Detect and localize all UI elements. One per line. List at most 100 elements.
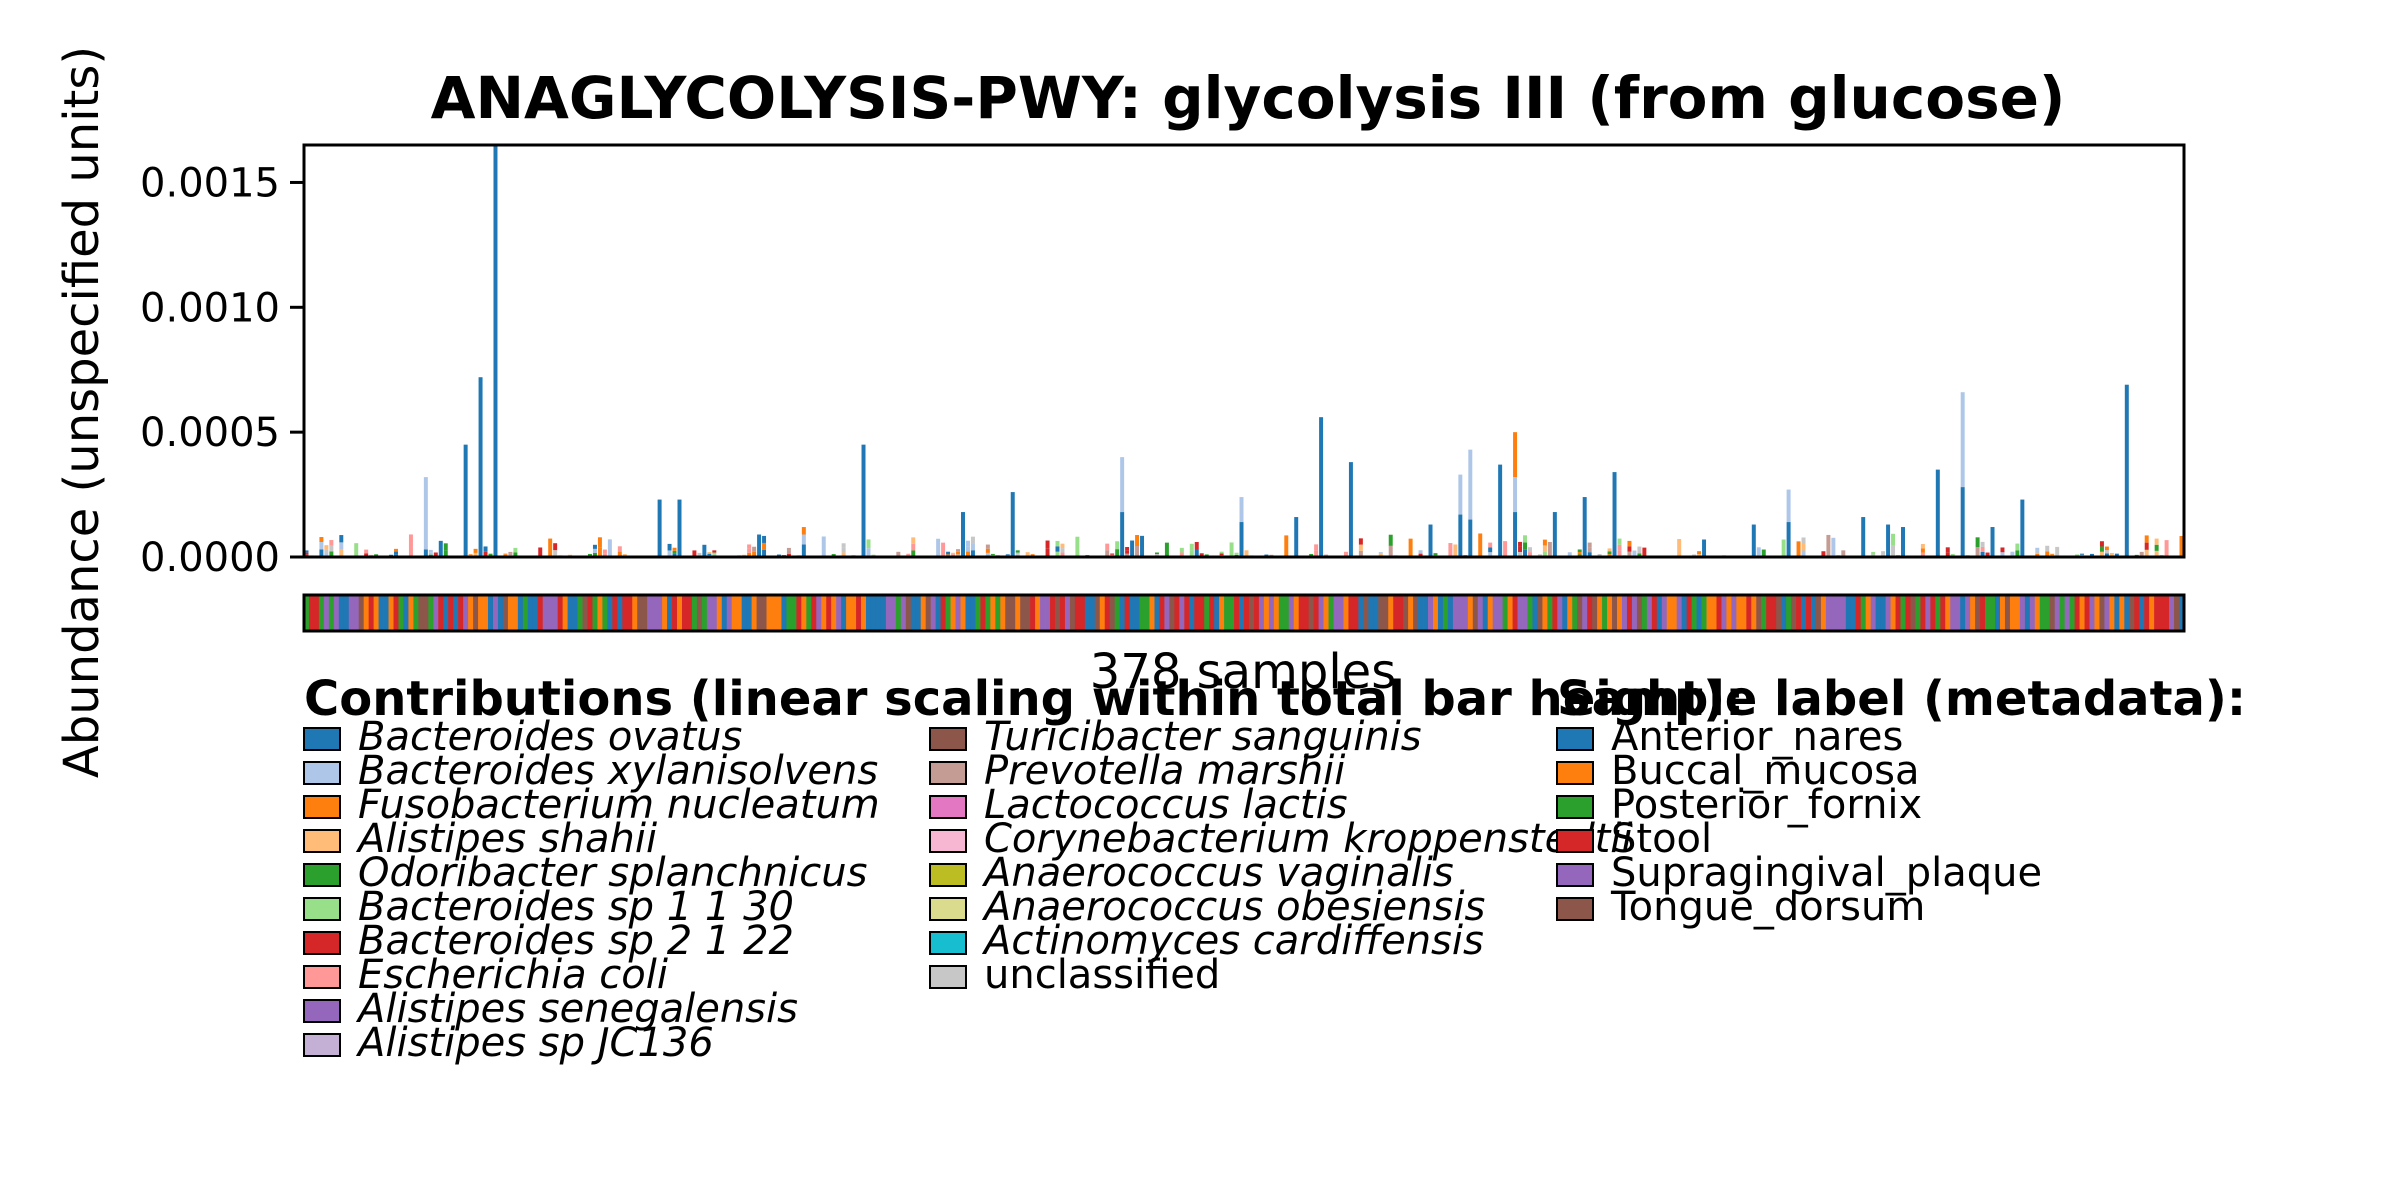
metadata-cell [1418,595,1424,631]
bar-segment [911,550,916,557]
bar-segment [324,553,329,557]
metadata-cell [304,595,310,631]
bar-segment [428,552,433,555]
bar-segment [597,537,602,548]
bar-segment [1518,541,1523,547]
bar-segment [1542,539,1547,546]
metadata-cell [1930,595,1936,631]
metadata-cell [716,595,723,631]
metadata-cell [1810,595,1817,631]
metadata-cell [1806,595,1812,631]
metadata-cell [1293,595,1300,631]
bar-segment [1110,554,1115,556]
metadata-cell [393,595,399,631]
bar-segment [1314,550,1319,557]
metadata-cell [1408,595,1414,631]
metadata-cell [1786,595,1792,631]
metadata-cell [413,595,419,631]
bar-segment [1025,552,1030,557]
bar-segment [1015,550,1020,553]
metadata-cell [1149,595,1155,631]
bar-segment [587,553,592,556]
bar-segment [1821,551,1826,557]
metadata-cell [1999,595,2006,631]
metadata-cell [696,595,703,631]
metadata-cell [751,595,757,631]
metadata-legend-label: Tongue_dorsum [1610,884,1925,930]
metadata-legend-swatch [1556,829,1594,853]
metadata-cell [2164,595,2170,631]
bar-segment [801,534,806,545]
bar-segment [1677,539,1682,557]
bar-segment [2080,554,2085,556]
metadata-cell [597,595,603,631]
metadata-cell [1194,595,1200,631]
bar-segment [468,554,473,556]
bar-segment [493,145,498,557]
metadata-cell [1751,595,1757,631]
bar-segment [394,551,398,555]
metadata-cell [2059,595,2066,631]
bar-segment [1920,548,1925,553]
metadata-cell [1114,595,1121,631]
bar-segment [1637,546,1642,551]
bar-segment [364,553,369,557]
metadata-cell [617,595,623,631]
bar-segment [1980,541,1985,547]
bar-segment [2164,540,2169,557]
metadata-cell [1656,595,1663,631]
metadata-cell [1020,595,1026,631]
bar-segment [1194,542,1199,550]
metadata-cell [1960,595,1966,631]
metadata-cell [1542,595,1548,631]
metadata-cell [1691,595,1697,631]
metadata-cell [701,595,708,631]
bar-segment [2000,547,2005,553]
metadata-cell [731,595,738,631]
bar-segment [672,550,677,554]
metadata-cell [1432,595,1439,631]
x-axis-label: 378 samples [1090,644,1396,700]
bar-segment [990,554,995,556]
bar-segment [364,549,369,554]
bar-segment [1343,551,1348,557]
metadata-cell [2064,595,2070,631]
metadata-cell [1990,595,1996,631]
bar-segment [2144,549,2149,557]
bar-segment [2035,553,2040,557]
bar-segment [304,550,309,553]
species-legend-swatch [303,931,341,955]
bar-segment [1448,543,1453,557]
metadata-cell [1522,595,1528,631]
bar-segment [304,552,309,555]
metadata-cell [1353,595,1359,631]
bar-segment [965,540,970,547]
metadata-cell [537,595,544,631]
bar-segment [951,552,956,555]
y-tick-label: 0.0015 [140,160,280,206]
bar-segment [1015,552,1020,555]
metadata-cell [826,595,832,631]
metadata-cell [1970,595,1976,631]
bar-segment [985,552,990,557]
metadata-cell [403,595,409,631]
metadata-cell [2134,595,2140,631]
bar-segment [896,551,901,557]
metadata-cell [806,595,812,631]
bar-segment [1990,527,1995,557]
bar-segment [1786,489,1791,523]
metadata-cell [2054,595,2061,631]
metadata-cell [880,595,887,631]
bar-segment [657,499,662,557]
bar-segment [742,554,747,556]
bar-segment [1060,543,1065,549]
metadata-cell [1318,595,1324,631]
bar-segment [1627,546,1632,552]
metadata-cell [1423,595,1429,631]
metadata-cell [2144,595,2150,631]
metadata-cell [1030,595,1036,631]
metadata-cell [1303,595,1310,631]
metadata-cell [333,595,340,631]
bar-segment [1219,551,1224,554]
